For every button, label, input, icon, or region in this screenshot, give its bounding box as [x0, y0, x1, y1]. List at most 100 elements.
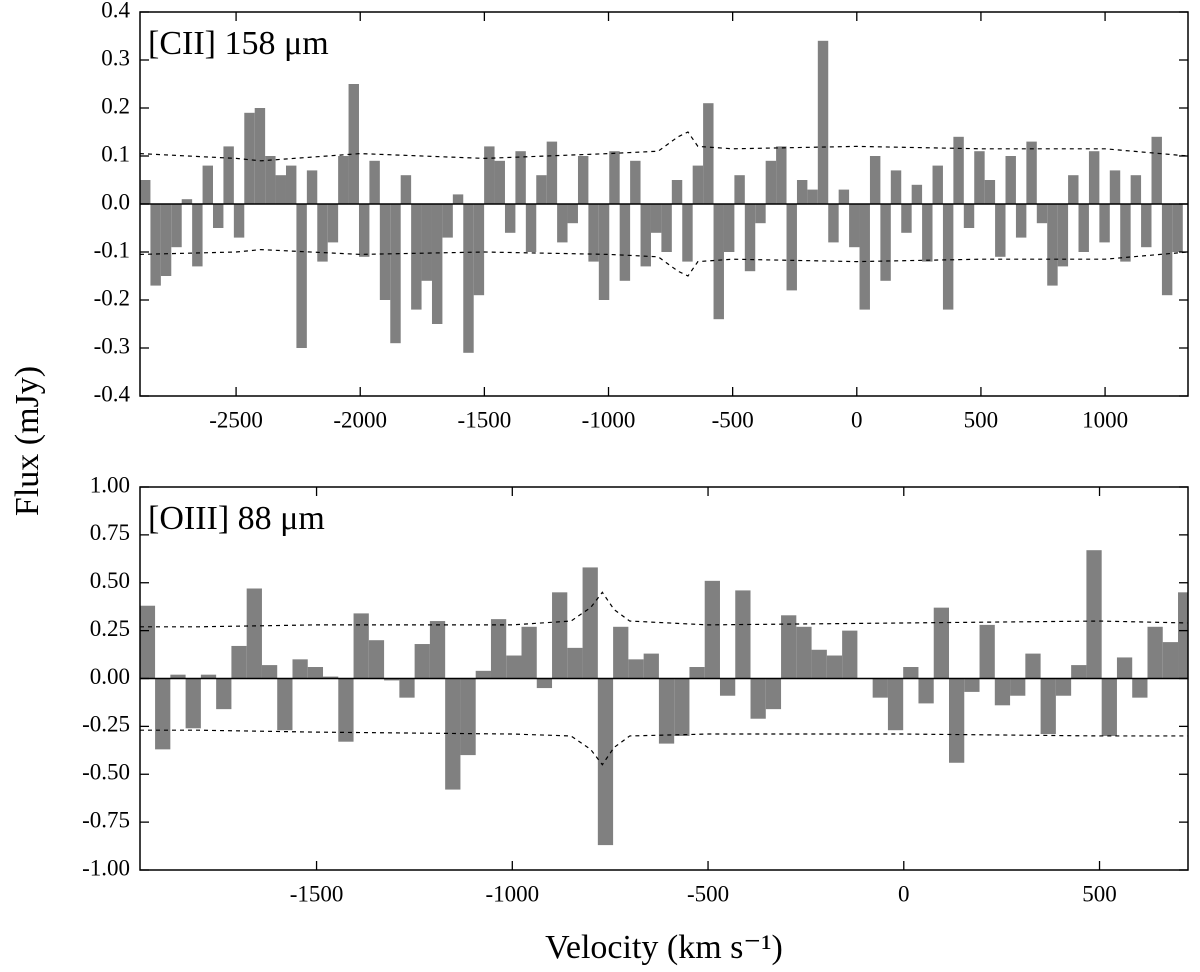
bar [619, 204, 631, 281]
bar [1057, 204, 1069, 267]
bar [567, 647, 583, 679]
bar [1141, 204, 1152, 248]
bar [317, 204, 328, 262]
bar [1005, 156, 1016, 204]
bar [1010, 678, 1026, 696]
bar [1130, 175, 1142, 204]
bar [390, 204, 401, 344]
bar [353, 613, 369, 679]
bar [786, 204, 797, 291]
bar [338, 678, 354, 742]
annotation: [OIII] 88 μm [148, 500, 325, 537]
y-tick-label: 0.25 [90, 616, 130, 641]
bar [918, 678, 934, 704]
bar [285, 165, 297, 204]
bar [460, 678, 476, 756]
bar [979, 624, 995, 679]
bar [1132, 678, 1148, 698]
bar [963, 204, 975, 228]
bar [150, 204, 161, 286]
y-tick-label: 1.00 [90, 472, 130, 497]
bar [974, 151, 985, 204]
bar [292, 659, 308, 679]
y-tick-label: -0.50 [82, 760, 130, 785]
x-tick-label: -1500 [290, 881, 344, 906]
bar [140, 605, 156, 679]
bar [734, 175, 745, 204]
bar [431, 204, 443, 324]
bar [755, 204, 766, 224]
noise-line [140, 729, 1188, 766]
bar [1036, 204, 1048, 224]
plot-area [140, 40, 1188, 353]
bar [796, 626, 812, 679]
bar [744, 204, 756, 272]
bar [1151, 136, 1162, 204]
bar [525, 204, 537, 252]
bar [212, 204, 224, 228]
x-tick-label: 500 [964, 407, 999, 432]
bar [1026, 141, 1037, 204]
bar [171, 204, 182, 248]
bar [1086, 550, 1102, 679]
bar [933, 607, 949, 679]
x-tick-label: -2500 [209, 407, 263, 432]
bar [536, 175, 547, 204]
bar [494, 160, 505, 204]
bar [452, 194, 464, 204]
bar [338, 156, 349, 204]
bar [521, 626, 537, 679]
bar [254, 108, 266, 204]
bar [216, 678, 232, 710]
y-tick-label: -0.3 [94, 333, 130, 358]
bar [223, 146, 234, 204]
bar [661, 204, 672, 252]
bar [859, 204, 870, 310]
x-tick-label: -500 [687, 881, 729, 906]
bar [181, 199, 193, 204]
y-tick-label: 0.3 [101, 45, 130, 70]
noise-line [140, 248, 1188, 277]
bar [567, 204, 578, 224]
bar [484, 146, 495, 204]
bar [192, 204, 203, 267]
noise-line [140, 591, 1188, 628]
panel: 1.00 0.75 0.50 0.25 0.00 -0.25 -0.50 -0.75 -1.00… [82, 472, 1189, 906]
bar [1172, 204, 1183, 252]
bar [557, 204, 568, 243]
bar [1161, 204, 1173, 296]
bar [776, 146, 787, 204]
bar [582, 567, 598, 679]
bar [765, 678, 782, 710]
bar [368, 640, 385, 679]
bar [1088, 151, 1100, 204]
bar [689, 667, 705, 679]
bar [995, 204, 1006, 257]
bar [160, 204, 172, 276]
bar [231, 645, 247, 679]
bar [796, 180, 808, 204]
bar [994, 678, 1011, 706]
bar [598, 204, 610, 300]
bar [811, 649, 827, 679]
bar [307, 667, 324, 679]
bar [327, 204, 339, 243]
bar [185, 678, 201, 729]
bar [306, 170, 318, 204]
bar [842, 630, 858, 679]
bar [932, 165, 943, 204]
bar [246, 588, 262, 679]
x-tick-label: 1000 [1082, 407, 1128, 432]
bar [140, 180, 151, 204]
bar [1055, 678, 1072, 696]
bar [442, 204, 453, 238]
bar [546, 141, 558, 204]
bar [323, 676, 339, 679]
bar [429, 621, 446, 679]
bar [887, 678, 904, 731]
panel: 0.4 0.3 0.2 0.1 0.0 -0.1 -0.2 -0.3 -0.4 -2500 -200… [94, 0, 1189, 432]
bar [692, 165, 704, 204]
bar [1178, 592, 1188, 679]
bar [735, 590, 751, 679]
